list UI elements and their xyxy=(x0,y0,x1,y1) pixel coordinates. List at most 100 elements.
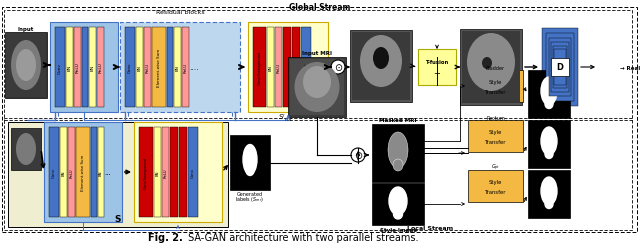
Text: Rectum: Rectum xyxy=(486,115,505,120)
Bar xyxy=(74,28,81,108)
Text: ReLU: ReLU xyxy=(163,168,168,177)
Text: ReLU: ReLU xyxy=(276,62,280,73)
Text: Conv: Conv xyxy=(128,62,132,73)
Ellipse shape xyxy=(467,34,515,92)
Bar xyxy=(553,47,567,89)
Circle shape xyxy=(351,148,365,162)
Bar xyxy=(162,128,169,217)
Bar xyxy=(288,58,346,118)
Ellipse shape xyxy=(393,159,403,171)
Ellipse shape xyxy=(482,58,492,70)
Text: Transfer: Transfer xyxy=(484,190,506,194)
Text: Element-wise Sum: Element-wise Sum xyxy=(157,48,161,87)
Bar xyxy=(154,128,161,217)
Text: ⊙: ⊙ xyxy=(334,63,342,73)
Text: Transfer: Transfer xyxy=(484,140,506,145)
Text: ReLU: ReLU xyxy=(99,62,102,73)
Text: BN: BN xyxy=(61,170,65,175)
Bar xyxy=(55,28,65,108)
Text: Fig. 2.: Fig. 2. xyxy=(148,232,182,242)
Bar xyxy=(167,28,173,108)
Bar xyxy=(554,50,566,86)
Text: Residual blocks: Residual blocks xyxy=(156,10,204,16)
Bar xyxy=(4,11,632,120)
Text: labels $(S_{mr})$: labels $(S_{mr})$ xyxy=(236,195,264,204)
Bar xyxy=(528,120,570,168)
Bar xyxy=(152,28,166,108)
Bar xyxy=(144,28,151,108)
Ellipse shape xyxy=(545,100,553,109)
Bar xyxy=(170,128,178,217)
Text: Local Stream: Local Stream xyxy=(407,226,453,230)
Bar xyxy=(301,28,311,108)
Bar xyxy=(528,170,570,218)
Bar xyxy=(460,30,522,106)
Text: Conv: Conv xyxy=(191,167,195,177)
Text: Generated: Generated xyxy=(237,192,263,197)
Bar xyxy=(542,29,578,106)
Bar xyxy=(275,28,282,108)
Text: BN: BN xyxy=(175,65,179,71)
Bar xyxy=(372,183,424,225)
Bar xyxy=(372,124,424,182)
Bar xyxy=(546,34,574,102)
Ellipse shape xyxy=(389,187,407,215)
Ellipse shape xyxy=(394,209,403,219)
Text: BN: BN xyxy=(99,170,103,175)
Text: Global Stream: Global Stream xyxy=(289,2,351,12)
Bar xyxy=(44,122,122,222)
Text: ⊙: ⊙ xyxy=(354,150,362,160)
Text: BN: BN xyxy=(90,64,95,71)
Text: ....: .... xyxy=(189,63,199,72)
Text: ...: ... xyxy=(104,169,111,175)
Ellipse shape xyxy=(541,78,557,106)
Text: Style: Style xyxy=(489,179,502,184)
Bar xyxy=(230,136,270,190)
Text: Style Image: Style Image xyxy=(380,228,417,232)
Text: +: + xyxy=(433,69,440,78)
Bar xyxy=(179,128,187,217)
Text: ReLU: ReLU xyxy=(70,168,74,177)
Bar xyxy=(97,28,104,108)
Bar xyxy=(174,28,181,108)
Bar xyxy=(49,128,59,217)
Bar xyxy=(98,128,104,217)
Text: Input MRI: Input MRI xyxy=(302,50,332,55)
Ellipse shape xyxy=(541,177,557,205)
Bar xyxy=(468,71,523,102)
Bar xyxy=(352,33,410,100)
Bar xyxy=(8,122,228,227)
Bar xyxy=(134,122,222,222)
Text: → Real/Fake: → Real/Fake xyxy=(620,65,640,70)
Text: BN: BN xyxy=(138,65,141,71)
Text: $G_{pt}$: $G_{pt}$ xyxy=(491,162,500,172)
Ellipse shape xyxy=(243,145,257,175)
Bar xyxy=(182,28,189,108)
Bar xyxy=(11,128,41,170)
Bar xyxy=(283,28,291,108)
Text: Style: Style xyxy=(489,80,502,84)
Bar xyxy=(468,120,523,152)
Text: BN: BN xyxy=(269,65,273,71)
Bar xyxy=(60,128,67,217)
Text: ConvTransposed: ConvTransposed xyxy=(257,51,262,84)
Text: ReLU: ReLU xyxy=(184,62,188,73)
Ellipse shape xyxy=(388,132,408,168)
Bar xyxy=(136,28,143,108)
Bar xyxy=(68,128,75,217)
Text: ReLU: ReLU xyxy=(145,62,150,73)
Text: Conv: Conv xyxy=(304,62,308,73)
Text: S: S xyxy=(115,215,121,224)
Bar xyxy=(292,28,300,108)
Bar xyxy=(6,34,46,98)
Bar xyxy=(125,28,135,108)
Bar xyxy=(267,28,274,108)
Text: ReLU: ReLU xyxy=(76,62,79,73)
Bar xyxy=(82,28,88,108)
Text: Input: Input xyxy=(18,26,34,31)
Ellipse shape xyxy=(373,48,389,70)
Bar xyxy=(418,50,456,86)
Bar xyxy=(139,128,153,217)
Bar xyxy=(66,28,73,108)
Ellipse shape xyxy=(16,134,36,165)
